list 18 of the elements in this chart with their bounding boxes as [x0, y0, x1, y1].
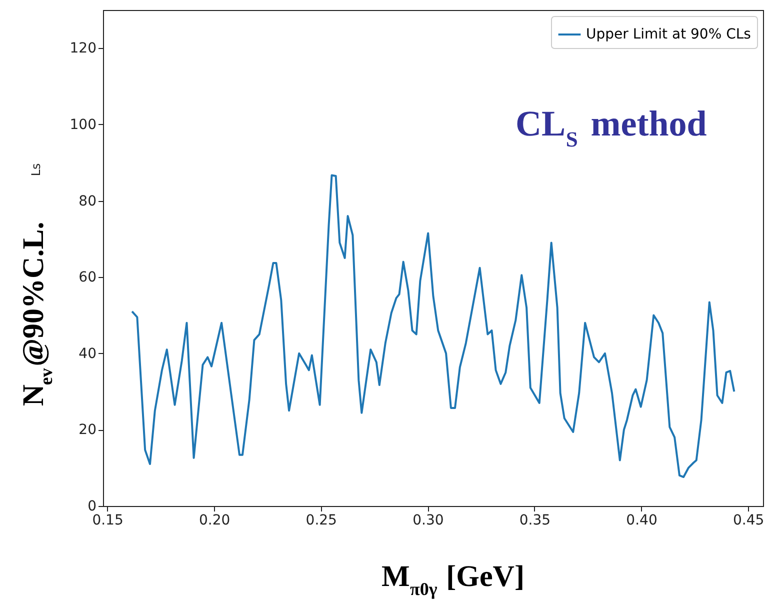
x-tick-label: 0.15: [92, 512, 124, 528]
y-tick-label: 60: [78, 270, 96, 286]
x-tick-label: 0.30: [412, 512, 444, 528]
legend-label: Upper Limit at 90% CLs: [586, 26, 751, 42]
y-tick-label: 20: [78, 422, 96, 438]
y-tick-label: 100: [70, 116, 96, 133]
x-tick-label: 0.20: [198, 512, 230, 528]
y-tick-label: 120: [70, 40, 96, 57]
y-tick-label: 0: [88, 498, 96, 514]
x-tick-label: 0.25: [306, 512, 337, 528]
y-tick-label: 40: [78, 346, 96, 362]
x-tick-label: 0.45: [732, 512, 764, 528]
line-series: [131, 174, 736, 478]
text: Ls: [29, 163, 43, 176]
y-axis-title: Nev@90%C.L.: [17, 222, 56, 406]
y-tick-label: 80: [78, 193, 96, 210]
x-tick-label: 0.35: [519, 512, 551, 528]
x-tick-label: 0.40: [626, 512, 658, 528]
